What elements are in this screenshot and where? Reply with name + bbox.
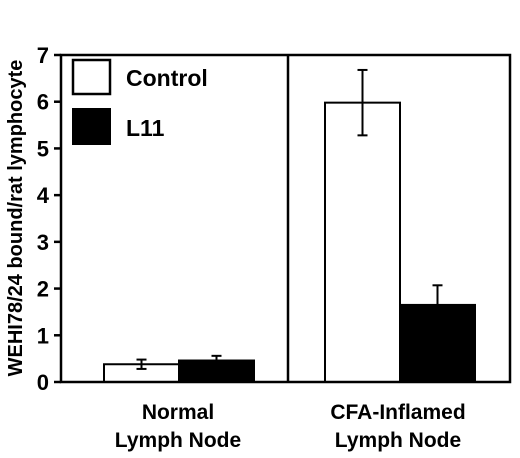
x-label-cfa-line1: CFA-Inflamed	[330, 401, 465, 424]
error-bar-control-0	[136, 358, 147, 370]
bar-l11-1	[399, 303, 476, 383]
x-label-normal-line1: Normal	[142, 401, 214, 424]
y-tick-label: 1	[37, 323, 49, 348]
y-axis-label: WEHI78/24 bound/rat lymphocyte	[5, 60, 27, 377]
error-bar-control-1	[357, 68, 368, 137]
y-tick-label: 7	[37, 43, 49, 68]
plot-frame	[59, 53, 512, 384]
y-tick-label: 0	[37, 370, 49, 395]
y-tick-label: 2	[37, 277, 49, 302]
x-axis-labels: Normal Lymph Node CFA-Inflamed Lymph Nod…	[115, 401, 466, 452]
legend: Control L11	[71, 58, 208, 145]
y-tick-label: 3	[37, 230, 49, 255]
error-bar-l11-0	[211, 354, 222, 361]
legend-swatch-l11	[72, 108, 111, 145]
bars	[103, 101, 476, 384]
legend-label-l11: L11	[126, 115, 165, 141]
y-tick-label: 6	[37, 90, 49, 115]
legend-label-control: Control	[126, 65, 208, 91]
y-tick-label: 5	[37, 136, 49, 161]
error-bars	[136, 68, 443, 370]
bar-control-1	[324, 101, 401, 384]
legend-swatch-control	[71, 58, 112, 96]
x-label-cfa-line2: Lymph Node	[335, 429, 461, 452]
error-bar-l11-1	[432, 284, 443, 305]
y-axis-ticks: 0 1 2 3 4 5 6 7	[37, 43, 61, 395]
bar-l11-0	[178, 359, 255, 383]
y-tick-label: 4	[37, 183, 50, 208]
x-label-normal-line2: Lymph Node	[115, 429, 241, 452]
